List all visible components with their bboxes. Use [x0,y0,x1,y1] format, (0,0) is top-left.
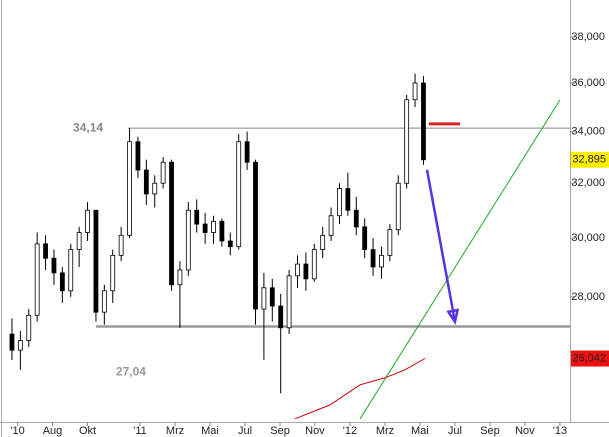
candle-body [261,287,267,310]
candle-body [177,269,183,286]
candle-body [320,234,326,250]
x-tick-label: '11 [133,425,147,437]
candle-body [135,141,141,171]
x-tick-label: Mrz [376,425,394,437]
candle-body [395,182,401,231]
candle-body [337,188,342,217]
x-tick-label: Mai [411,425,429,437]
x-tick-label: '10 [10,425,24,437]
price-badge [571,151,609,168]
candle-body [34,243,40,316]
candle-body [278,305,284,329]
candle-body [17,340,23,351]
arrow-head [446,308,460,325]
candle-body [421,82,426,161]
x-tick-label: Nov [305,425,325,437]
x-tick-label: Jul [238,425,252,437]
candle-body [143,169,149,195]
candle-body [387,229,393,256]
candle-body [286,275,292,329]
candle-body [85,209,90,233]
price-badge [571,350,609,367]
candle-body [404,99,410,184]
candle-body [185,209,191,271]
candle-body [152,182,158,195]
candle-body [101,290,107,313]
candle-body [160,161,166,184]
candle-body [244,141,250,163]
candle-body [303,263,309,280]
level-label: 27,04 [116,365,146,379]
candle-body [370,249,376,268]
candle-body [236,141,242,248]
candle-body [345,188,351,211]
x-tick-label: Sep [270,425,290,437]
candle-body [194,209,200,225]
trendline [359,99,561,420]
candle-body [353,209,359,228]
candle-body [253,161,258,310]
candle-body [127,141,132,236]
candle-body [43,243,48,259]
x-tick-label: '13 [553,425,567,437]
candle-body [26,314,32,341]
y-tick-label: 36,000 [571,77,605,89]
arrow [425,169,457,323]
price-badge-label: 32,895 [572,154,606,166]
candle-body [202,223,208,233]
y-tick-label: 32,000 [571,177,605,189]
y-tick-label: 38,000 [571,31,605,43]
candle-body [227,240,233,248]
candle-body [118,234,124,256]
candle-body [169,161,174,286]
candle-body [295,263,300,277]
x-tick-label: Jul [448,425,462,437]
candle-body [211,220,216,233]
x-tick-label: Aug [43,425,63,437]
x-tick-label: Mrz [166,425,184,437]
candle-body [76,232,82,250]
candle-body [269,287,275,307]
y-tick-label: 28,000 [571,291,605,303]
x-tick-label: Nov [515,425,535,437]
candle-body [219,220,225,242]
x-tick-label: Okt [79,425,96,437]
candle-body [93,209,99,313]
candle-body [9,333,15,351]
moving-average [294,358,426,420]
x-tick-label: Mai [201,425,219,437]
candle-body [311,249,317,280]
candle-body [379,254,384,268]
candle-body [412,82,418,101]
candle-body [68,249,74,292]
price-badge-label: 26,042 [572,352,606,364]
x-tick-label: '12 [343,425,357,437]
y-tick-label: 30,000 [571,232,605,244]
candle-body [110,254,116,292]
x-tick-label: Sep [480,425,500,437]
candle-body [59,272,65,292]
candle-body [328,215,334,236]
level-label: 34,14 [73,120,103,134]
y-tick-label: 34,000 [571,126,605,138]
candle-body [51,257,57,274]
candle-body [362,226,368,250]
